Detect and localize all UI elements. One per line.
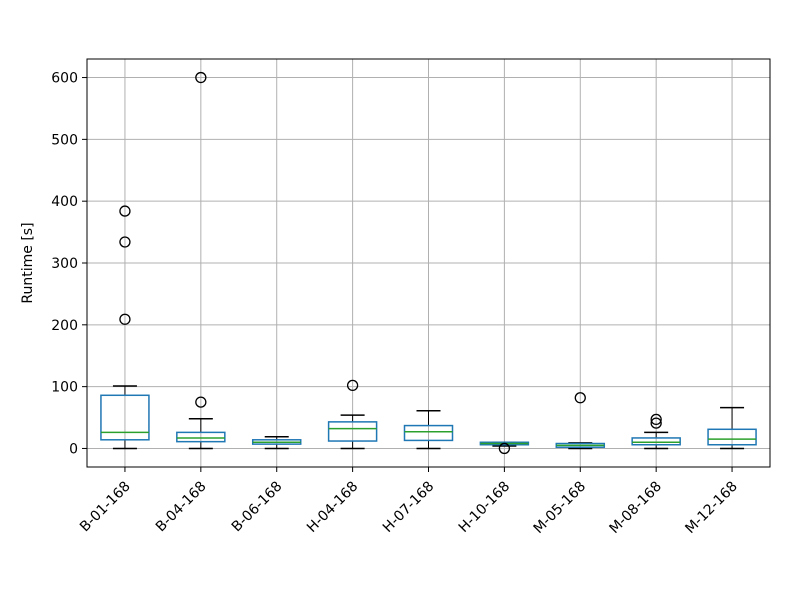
iqr-box (327, 421, 378, 442)
y-tick-label: 0 (69, 441, 78, 457)
box-B-01-168 (100, 205, 150, 450)
x-axis-ticks: B-01-168 B-04-168 B-06-168 H-04-168 H-07-168… (77, 467, 741, 537)
outlier-point (119, 313, 131, 325)
outlier-point (574, 392, 586, 404)
outlier-point (650, 413, 662, 426)
y-tick-label: 200 (51, 318, 78, 334)
boxes-layer (100, 71, 757, 455)
box-M-08-168 (631, 413, 681, 450)
y-tick-label: 500 (51, 132, 78, 148)
y-tick-label: 300 (51, 256, 78, 272)
x-tick-label: B-01-168 (77, 479, 134, 536)
y-axis-ticks: 0 100 200 300 400 500 600 (51, 71, 87, 457)
x-tick-label: M-05-168 (531, 479, 589, 537)
y-tick-label: 600 (51, 71, 78, 87)
x-tick-label: H-04-168 (304, 479, 361, 536)
iqr-box (707, 428, 757, 446)
outlier-point (195, 396, 207, 408)
outlier-point (195, 71, 207, 84)
x-tick-label: B-04-168 (153, 479, 210, 536)
x-tick-label: H-10-168 (456, 479, 513, 536)
box-M-05-168 (555, 392, 606, 450)
x-tick-label: B-06-168 (229, 479, 286, 536)
box-H-07-168 (403, 409, 454, 450)
iqr-box (100, 394, 150, 441)
box-M-12-168 (707, 406, 757, 450)
outlier-point (119, 236, 131, 248)
iqr-box (631, 437, 681, 446)
box-B-06-168 (251, 435, 302, 450)
x-tick-label: M-12-168 (682, 479, 740, 537)
iqr-box (403, 424, 454, 442)
x-tick-label: H-07-168 (380, 479, 437, 536)
y-axis-label: Runtime [s] (20, 222, 36, 303)
box-H-10-168 (479, 441, 530, 455)
box-H-04-168 (327, 379, 378, 450)
x-tick-label: M-08-168 (607, 479, 665, 537)
iqr-box (176, 431, 226, 443)
outlier-point (346, 379, 359, 392)
outlier-point (119, 205, 131, 217)
outlier-point (650, 417, 662, 429)
y-tick-label: 100 (51, 380, 78, 396)
y-tick-label: 400 (51, 194, 78, 210)
grid-layer (87, 59, 770, 467)
box-B-04-168 (176, 71, 226, 450)
outlier-point (498, 442, 511, 455)
